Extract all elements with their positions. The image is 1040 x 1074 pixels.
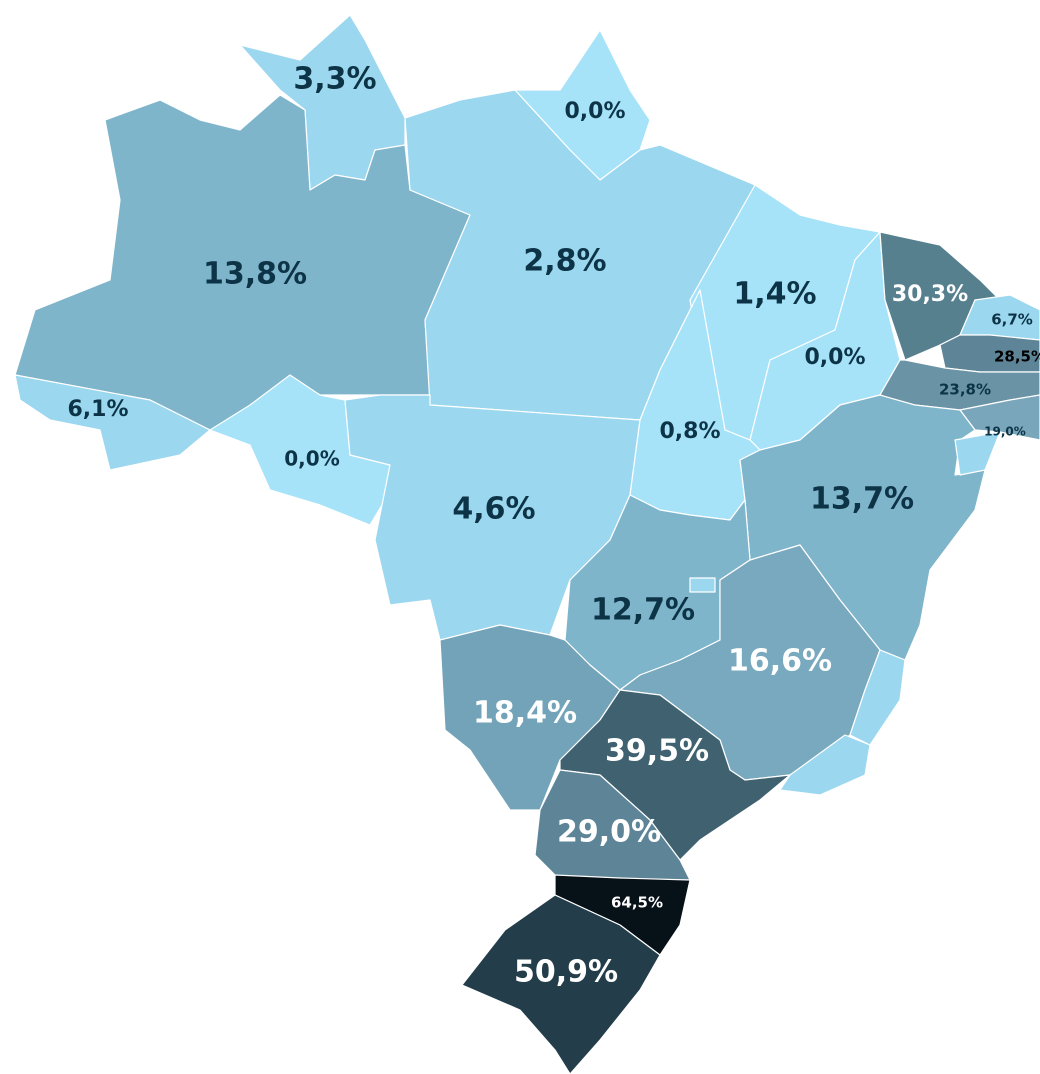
state-label: 0,8%	[659, 419, 720, 444]
state	[559, 689, 791, 861]
state-label: 50,9%	[514, 955, 618, 990]
state-label: 2,8%	[523, 244, 606, 279]
state-label: 28,5%	[994, 348, 1040, 366]
state-label: 30,3%	[892, 282, 968, 307]
state-label: 23,8%	[939, 381, 991, 399]
state-label: 39,5%	[605, 734, 709, 769]
state-label: 0,0%	[284, 447, 339, 471]
sergipe	[954, 431, 1001, 476]
rio-de-janeiro	[779, 734, 871, 796]
state-label: 18,4%	[473, 696, 577, 731]
state-label: 13,8%	[203, 257, 307, 292]
state	[14, 374, 211, 471]
state-label: 64,5%	[611, 894, 663, 912]
state-label: 4,6%	[452, 492, 535, 527]
state-label: 3,3%	[293, 62, 376, 97]
state-label: 1,4%	[733, 277, 816, 312]
state-label: 29,0%	[557, 815, 661, 850]
state-label: 13,7%	[810, 482, 914, 517]
state-label: 0,0%	[804, 345, 865, 370]
state-label: 0,0%	[564, 99, 625, 124]
state-label: 12,7%	[591, 593, 695, 628]
state-label: 6,7%	[991, 311, 1033, 329]
state-label: 19,0%	[984, 425, 1026, 439]
state	[461, 894, 661, 1074]
distrito-federal	[689, 577, 716, 593]
unlabeled-states	[689, 431, 1001, 796]
state-label: 16,6%	[728, 644, 832, 679]
state-label: 6,1%	[67, 397, 128, 422]
